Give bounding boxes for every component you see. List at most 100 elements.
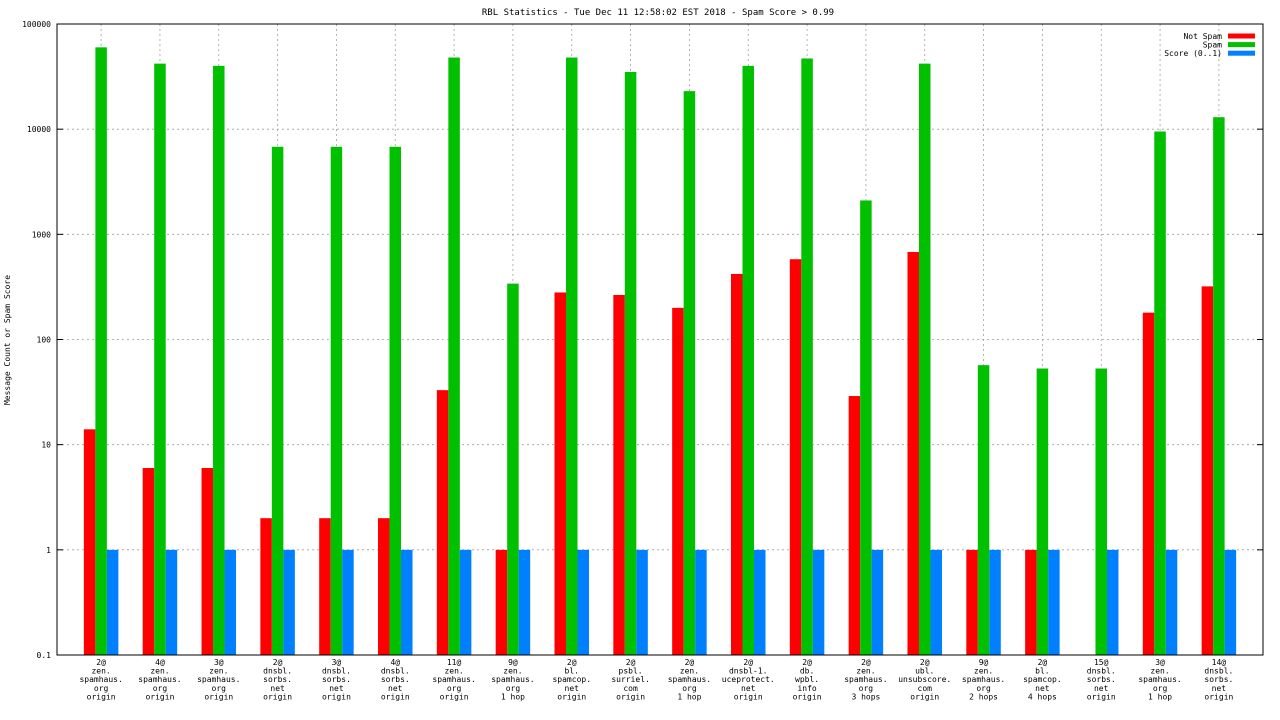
bar-spam [624,71,637,655]
bar-score-0-1 [283,549,295,655]
x-category-label: 15@ dnsbl. sorbs. net origin [1087,658,1116,701]
x-category-label: 9@ zen. spamhaus. org 2 hops [962,658,1005,701]
y-tick-label: 10000 [27,125,51,134]
bar-not-spam [1201,286,1214,655]
bars [83,47,1237,656]
legend-swatch [1228,33,1255,39]
bar-not-spam [907,251,919,655]
y-tick-label: 1000 [32,230,51,239]
x-category-label: 4@ zen. spamhaus. org origin [138,658,181,701]
y-tick-label: 10 [41,441,51,450]
x-category-label: 2@ zen. spamhaus. org 1 hop [668,658,711,701]
bar-not-spam [495,549,508,655]
bar-not-spam [613,294,625,655]
bar-not-spam [260,518,272,655]
bar-not-spam [1142,312,1155,655]
bar-spam [918,63,931,655]
plot-frame [56,23,1264,656]
bar-spam [448,57,460,655]
x-category-label: 3@ zen. spamhaus. org 1 hop [1138,658,1181,701]
chart-title: RBL Statistics - Tue Dec 11 12:58:02 EST… [482,8,834,18]
bar-not-spam [201,467,214,655]
bar-not-spam [378,518,390,655]
bar-score-0-1 [812,549,825,655]
bar-spam [801,58,813,655]
bar-spam [213,65,225,655]
bar-spam [683,91,696,656]
bar-score-0-1 [165,549,178,655]
bar-spam [389,146,402,656]
y-tick-label: 1 [46,546,51,555]
y-tick-label: 0.1 [37,651,52,660]
legend-label: Score (0..1) [1164,49,1222,58]
x-category-label: 3@ dnsbl. sorbs. net origin [322,658,351,701]
legend-label: Spam [1203,41,1222,50]
bar-not-spam [83,429,96,655]
bar-spam [1213,117,1225,656]
x-category-label: 2@ zen. spamhaus. org 3 hops [844,658,887,701]
bar-score-0-1 [577,549,590,655]
bar-not-spam [848,396,861,655]
x-category-label: 2@ psbl. surriel. com origin [611,658,650,701]
x-axis-categories: 2@ zen. spamhaus. org origin 4@ zen. spamhaus. o… [79,658,1233,701]
x-category-label: 11@ zen. spamhaus. org origin [432,658,475,701]
bar-score-0-1 [753,549,766,655]
x-category-label: 2@ bl. spamcop. net 4 hops [1023,658,1062,701]
bar-not-spam [672,307,684,655]
bar-spam [860,200,872,656]
bar-score-0-1 [1106,549,1119,655]
bar-score-0-1 [459,549,472,655]
x-category-label: 3@ zen. spamhaus. org origin [197,658,240,701]
bar-spam [507,283,519,655]
bar-not-spam [1025,549,1037,655]
bar-spam [977,365,990,655]
bar-score-0-1 [401,549,413,655]
x-category-label: 9@ zen. spamhaus. org 1 hop [491,658,534,701]
bar-score-0-1 [518,549,531,655]
bar-score-0-1 [224,549,237,655]
bar-score-0-1 [1165,549,1178,655]
bar-not-spam [966,549,978,655]
bar-spam [95,47,107,655]
legend-swatch [1228,50,1255,56]
bar-score-0-1 [342,549,354,655]
x-category-label: 2@ bl. spamcop. net origin [552,658,591,701]
bar-spam [271,146,284,656]
bar-score-0-1 [1224,549,1237,655]
y-tick-label: 100 [37,336,52,345]
bar-not-spam [789,259,802,655]
bar-score-0-1 [1048,549,1060,655]
legend-swatch [1228,42,1255,48]
bar-score-0-1 [930,549,942,655]
bar-not-spam [142,467,155,655]
x-category-label: 2@ dnsbl-1. uceprotect. net origin [722,658,775,701]
x-category-label: 4@ dnsbl. sorbs. net origin [381,658,410,701]
bar-not-spam [319,518,331,655]
bar-spam [330,146,343,656]
bar-spam [1154,131,1166,655]
bar-spam [1036,368,1049,655]
bar-spam [154,63,166,655]
bar-not-spam [554,292,567,655]
bar-spam [742,65,754,655]
bar-score-0-1 [695,549,707,655]
legend-label: Not Spam [1183,32,1222,41]
bar-score-0-1 [636,549,648,655]
y-axis-label: Message Count or Spam Score [3,275,12,405]
bar-score-0-1 [871,549,884,655]
bar-score-0-1 [106,549,119,655]
x-category-label: 14@ dnsbl. sorbs. net origin [1204,658,1233,701]
x-category-label: 2@ zen. spamhaus. org origin [79,658,122,701]
bar-not-spam [436,390,449,655]
x-category-label: 2@ ubl. unsubscore. com origin [898,658,951,701]
x-category-label: 2@ db. wpbl. info origin [793,658,822,701]
x-category-label: 2@ dnsbl. sorbs. net origin [263,658,292,701]
grid-lines [57,24,1263,655]
bar-score-0-1 [989,549,1001,655]
bar-spam [1095,368,1107,655]
bar-not-spam [730,273,743,655]
bar-spam [566,57,578,655]
y-tick-label: 100000 [22,20,51,29]
